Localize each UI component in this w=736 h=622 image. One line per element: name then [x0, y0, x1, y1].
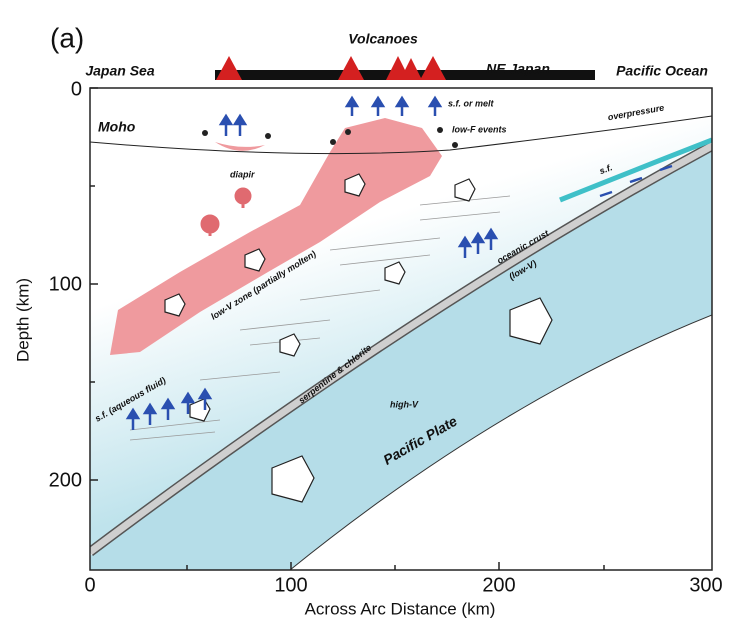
cross-section [90, 88, 712, 570]
sf-melt-label: s.f. or melt [448, 98, 495, 108]
y-tick-label: 200 [49, 469, 82, 491]
moho-label: Moho [98, 119, 136, 135]
y-tick-label: 0 [71, 78, 82, 100]
high-v-label: high-V [390, 399, 419, 409]
diagram: (a) Volcanoes Japan Sea NE Japan Pacific… [0, 0, 736, 622]
japan-sea-label: Japan Sea [85, 63, 154, 79]
y-tick-label: 100 [49, 273, 82, 295]
x-tick-label: 300 [689, 574, 722, 596]
panel-label: (a) [50, 22, 84, 53]
diapir-label: diapir [230, 169, 255, 179]
volcanoes-label: Volcanoes [348, 31, 418, 47]
x-tick-label: 200 [482, 574, 515, 596]
pacific-ocean-label: Pacific Ocean [616, 63, 708, 79]
x-tick-label: 100 [274, 574, 307, 596]
ne-japan-label: NE Japan [486, 61, 550, 77]
y-axis-label: Depth (km) [13, 278, 32, 362]
low-f-label: low-F events [452, 124, 507, 134]
x-axis-label: Across Arc Distance (km) [305, 599, 496, 618]
x-tick-label: 0 [84, 574, 95, 596]
